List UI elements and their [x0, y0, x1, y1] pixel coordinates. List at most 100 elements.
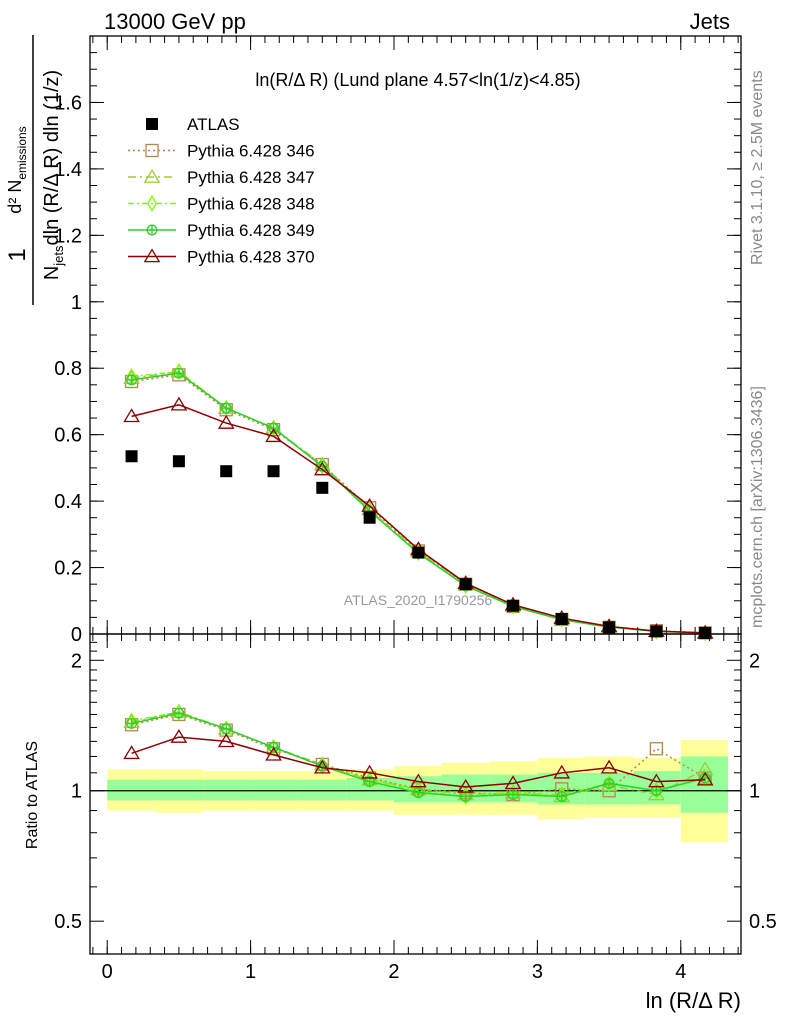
- y-tick-label: 1.6: [54, 92, 82, 114]
- series-marker: [217, 414, 235, 429]
- legend-label: Pythia 6.428 370: [187, 248, 315, 267]
- y-tick-label: 1.4: [54, 159, 82, 181]
- atlas-data-point: [267, 465, 280, 478]
- ratio-panel-frame: [89, 633, 742, 955]
- ratio-y-tick-label: 2: [71, 650, 82, 672]
- ratio-series-marker: [504, 775, 522, 790]
- series-marker: [361, 497, 378, 512]
- ratio-series-marker: [221, 720, 232, 738]
- analysis-watermark: ATLAS_2020_I1790256: [344, 592, 493, 608]
- x-axis-title: ln (R/Δ R): [646, 988, 741, 1013]
- ratio-series-marker: [170, 728, 188, 743]
- ratio-series-marker: [556, 791, 568, 802]
- atlas-data-point: [363, 511, 376, 524]
- svg-text:Njetsdln (R/Δ R) dln (1/z): Njetsdln (R/Δ R) dln (1/z): [41, 70, 66, 280]
- atlas-data-point: [507, 599, 520, 612]
- green-band-segment: [154, 779, 204, 801]
- green-band-segment: [107, 779, 155, 801]
- ratio-series-marker: [649, 742, 664, 756]
- series-marker: [173, 367, 185, 379]
- ratio-series-marker: [507, 789, 519, 800]
- y-tick-label: 1.2: [54, 225, 82, 247]
- ratio-series-line: [131, 736, 706, 788]
- ratio-series-marker: [553, 764, 571, 779]
- atlas-data-point: [603, 621, 616, 634]
- ratio-series-marker: [173, 707, 185, 719]
- rivet-version-label: Rivet 3.1.10, ≥ 2.5M events: [749, 70, 766, 265]
- main-plot-title: ln(R/Δ R) (Lund plane 4.57<ln(1/z)<4.85): [255, 70, 580, 90]
- legend-marker: [143, 248, 161, 263]
- series-marker: [220, 402, 232, 414]
- ratio-series-marker: [361, 764, 378, 779]
- ratio-series-marker: [600, 759, 618, 774]
- series-marker: [123, 408, 140, 423]
- y-tick-label: 0.4: [54, 491, 82, 513]
- ratio-series-marker: [604, 774, 615, 792]
- y-tick-label: 0.2: [54, 558, 82, 580]
- svg-text:1: 1: [4, 248, 31, 261]
- main-axes: 0.2 0.4 0.6 0.8 1 1.2 1.4 1.6 0: [54, 36, 741, 646]
- ratio-series-marker: [313, 759, 331, 774]
- atlas-data-point: [316, 481, 329, 494]
- ratio-series-marker: [603, 777, 615, 789]
- green-band-segment: [297, 779, 347, 801]
- series-marker: [313, 461, 331, 476]
- ratio-series-marker: [220, 723, 232, 735]
- series-marker: [170, 396, 188, 411]
- legend-marker: [147, 195, 157, 212]
- ratio-y-tick-label: 1: [71, 781, 82, 803]
- ratio-series-marker: [410, 773, 427, 788]
- ratio-series-marker: [126, 717, 138, 729]
- atlas-data-point: [412, 546, 425, 559]
- atlas-data-point: [220, 465, 233, 478]
- atlas-data-point: [125, 450, 138, 463]
- x-tick-label: 0: [102, 961, 113, 983]
- ratio-series-marker: [650, 785, 662, 797]
- mcplots-label: mcplots.cern.ch [arXiv:1306.3436]: [749, 386, 766, 628]
- y-tick-label: 0.6: [54, 425, 82, 447]
- green-band-segment: [203, 779, 251, 801]
- ratio-y-tick-label-right: 1: [749, 781, 760, 803]
- legend-label: ATLAS: [187, 115, 240, 134]
- ratio-y-axis-title: Ratio to ATLAS: [24, 741, 41, 849]
- legend-label: Pythia 6.428 348: [187, 195, 315, 214]
- ratio-series-marker: [460, 791, 472, 802]
- ratio-y-tick-label-right: 2: [749, 650, 760, 672]
- y-tick-label-zero: 0: [71, 624, 82, 646]
- ratio-series-marker: [651, 782, 662, 800]
- ratio-series-marker: [123, 745, 140, 760]
- x-tick-label: 1: [245, 961, 256, 983]
- ratio-series-marker: [412, 787, 424, 799]
- atlas-data-point: [650, 625, 663, 638]
- ratio-y-tick-label-right: 0.5: [749, 911, 777, 933]
- legend-label: Pythia 6.428 347: [187, 168, 315, 187]
- y-tick-label: 1: [71, 292, 82, 314]
- ratio-series-marker: [217, 733, 235, 748]
- legend: ATLAS Pythia 6.428 346 Pythia 6.428 347 Pyt…: [128, 115, 315, 267]
- ratio-series-marker: [460, 787, 471, 805]
- atlas-data-point: [172, 455, 185, 468]
- legend-label: Pythia 6.428 346: [187, 142, 315, 161]
- ratio-y-tick-label: 0.5: [54, 911, 82, 933]
- svg-text:d² Nemissions: d² Nemissions: [5, 126, 29, 213]
- x-tick-label: 4: [675, 961, 686, 983]
- legend-label: Pythia 6.428 349: [187, 221, 315, 240]
- energy-label: 13000 GeV pp: [104, 9, 246, 34]
- main-series-group: [123, 363, 714, 642]
- series-marker: [268, 422, 279, 434]
- ratio-series-marker: [457, 778, 475, 793]
- green-band-segment: [346, 778, 394, 801]
- legend-marker: [146, 224, 158, 236]
- atlas-data-point: [699, 627, 712, 640]
- series-marker: [268, 419, 279, 437]
- x-tick-label: 3: [532, 961, 543, 983]
- atlas-data-point: [555, 613, 568, 626]
- y-tick-label: 0.8: [54, 358, 82, 380]
- main-y-axis-title: 1 d² Nemissions Njetsdln (R/Δ R) dln (1/…: [4, 35, 66, 305]
- legend-marker: [145, 143, 159, 158]
- ratio-series-group: [123, 703, 714, 805]
- legend-marker: [143, 168, 161, 183]
- legend-marker-atlas: [146, 118, 158, 130]
- series-marker: [265, 428, 282, 443]
